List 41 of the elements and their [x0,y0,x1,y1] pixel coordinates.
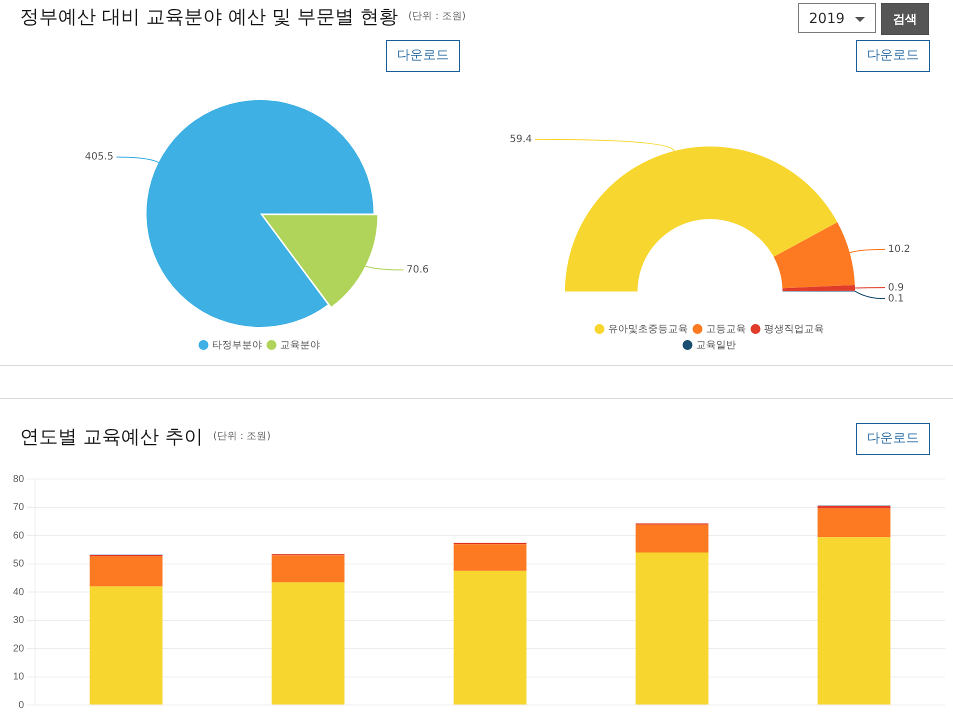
bar [454,544,526,571]
y-tick-label: 30 [13,615,25,626]
text: 다운로드 [856,423,930,455]
legend-label: 교육분야 [280,340,320,351]
legend-label: 고등교육 [706,324,746,335]
text: 2019 [798,3,876,33]
bar [636,524,708,552]
bar [636,552,708,704]
y-tick-label: 20 [13,643,25,654]
bar [90,586,163,704]
legend-label: 유아및초중등교육 [608,324,688,335]
text: 검색 [881,3,929,35]
chart-subtitle: (단위 : 조원) [213,431,271,442]
bar [818,506,890,508]
legend-label: 평생직업교육 [764,324,824,335]
bar [90,556,163,586]
y-tick-label: 10 [13,672,25,682]
y-tick-label: 80 [13,474,25,485]
data-label: 59.4 [510,134,532,145]
y-tick-label: 60 [13,530,25,542]
y-tick-label: 70 [13,502,25,513]
y-tick-label: 0 [18,700,25,711]
text: 다운로드 [386,40,460,72]
y-tick-label: 40 [13,586,25,598]
data-label: 405.5 [84,152,114,163]
chart-title: 연도별 교육예산 추이 [20,426,204,448]
data-label: 10.2 [888,244,910,255]
bar [818,508,890,538]
legend-label: 교육일반 [696,340,736,351]
chart-subtitle: (단위 : 조원) [408,11,466,22]
text: 다운로드 [856,40,930,72]
bar [454,570,526,704]
chart-title: 정부예산 대비 교육분야 예산 및 부문별 현황 [20,6,398,28]
legend-label: 타정부분야 [212,340,262,351]
data-label: 70.6 [406,264,429,276]
y-tick-label: 50 [13,558,25,570]
data-label: 0.9 [888,282,904,294]
bar [818,537,890,704]
bar [272,555,344,582]
bar [272,582,344,704]
data-label: 0.1 [888,293,904,304]
